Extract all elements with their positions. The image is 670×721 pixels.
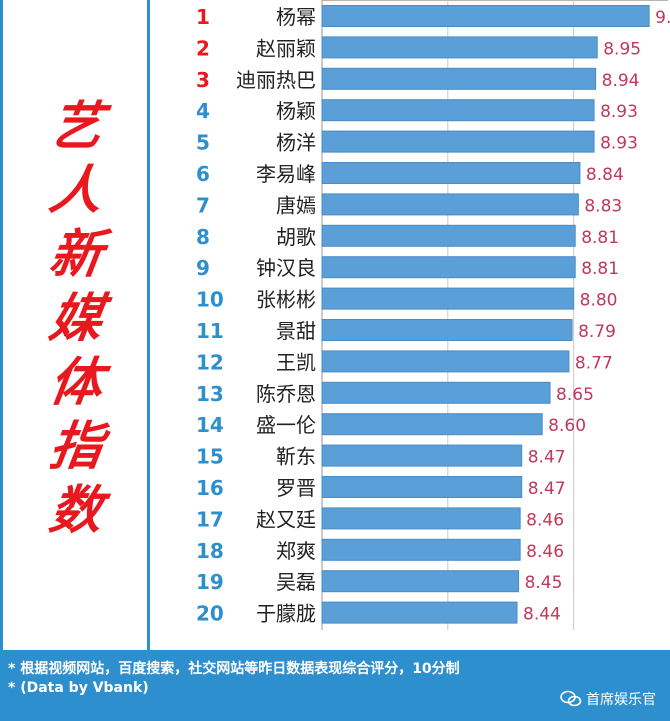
artist-name-label: 唐嫣	[276, 193, 316, 217]
artist-name-label: 吴磊	[276, 570, 316, 594]
score-bar	[321, 381, 551, 404]
watermark: 首席娱乐官	[560, 689, 656, 709]
artist-name-label: 杨幂	[276, 5, 316, 29]
artist-name-label: 罗晋	[276, 476, 316, 500]
side-title-char: 人	[45, 161, 107, 221]
score-bar	[321, 507, 521, 530]
rank-label: 3	[196, 68, 210, 92]
value-label: 8.93	[600, 102, 638, 122]
artist-name-label: 景甜	[276, 319, 316, 343]
rank-label: 18	[196, 539, 224, 563]
footer: * 根据视频网站，百度搜索，社交网站等昨日数据表现综合评分，10分制 * (Da…	[0, 650, 670, 721]
score-bar	[321, 538, 521, 561]
value-label: 8.45	[525, 573, 563, 593]
artist-name-label: 赵又廷	[256, 507, 316, 531]
score-bar	[321, 319, 573, 341]
side-title-char: 媒	[45, 289, 107, 349]
rank-label: 15	[196, 445, 224, 469]
score-bar	[321, 193, 579, 216]
score-bar	[321, 162, 581, 184]
side-title-panel: 艺人新媒体指数	[0, 0, 150, 650]
rank-label: 20	[196, 602, 224, 626]
score-bar	[321, 224, 576, 247]
artist-name-label: 郑爽	[276, 539, 316, 563]
score-bar	[321, 5, 650, 27]
rank-label: 17	[196, 507, 224, 531]
score-bar	[321, 570, 520, 593]
footer-credit: * (Data by Vbank)	[8, 680, 149, 696]
side-title-char: 新	[45, 225, 107, 285]
score-bar	[321, 67, 597, 90]
value-label: 8.65	[556, 385, 594, 405]
artist-name-label: 杨洋	[276, 131, 316, 155]
rank-label: 8	[196, 225, 210, 249]
side-title-char: 艺	[45, 97, 107, 157]
watermark-text: 首席娱乐官	[586, 692, 656, 708]
rank-label: 7	[196, 193, 210, 217]
score-bar	[321, 601, 518, 624]
value-label: 8.47	[528, 448, 566, 468]
artist-name-label: 李易峰	[256, 162, 316, 186]
value-label: 8.93	[600, 134, 638, 154]
score-bar	[321, 444, 523, 467]
value-label: 8.47	[528, 479, 566, 499]
artist-name-label: 盛一伦	[256, 413, 316, 437]
rank-label: 19	[196, 570, 224, 594]
rank-label: 9	[196, 256, 210, 280]
rank-label: 10	[196, 288, 224, 312]
footer-note: * 根据视频网站，百度搜索，社交网站等昨日数据表现综合评分，10分制	[8, 661, 460, 677]
wechat-icon	[560, 690, 582, 707]
value-label: 9.28	[655, 8, 670, 28]
value-label: 8.77	[575, 353, 613, 373]
value-label: 8.81	[581, 228, 619, 248]
score-bar	[321, 287, 575, 310]
score-bar	[321, 476, 523, 498]
rank-label: 14	[196, 413, 224, 437]
value-label: 8.81	[581, 259, 619, 279]
rank-label: 16	[196, 476, 224, 500]
value-label: 8.60	[548, 416, 586, 436]
rank-label: 5	[196, 131, 210, 155]
artist-name-label: 王凯	[276, 350, 316, 374]
rank-label: 13	[196, 382, 224, 406]
score-bar	[321, 130, 595, 153]
score-bar	[321, 256, 576, 279]
side-title-char: 指	[45, 417, 107, 477]
rank-label: 11	[196, 319, 224, 343]
rank-label: 4	[196, 99, 210, 123]
score-bar	[321, 413, 543, 436]
value-label: 8.79	[578, 322, 616, 342]
value-label: 8.94	[602, 71, 640, 91]
value-label: 8.83	[584, 196, 622, 216]
value-label: 8.80	[580, 291, 618, 311]
artist-name-label: 赵丽颖	[256, 36, 316, 60]
value-label: 8.46	[526, 510, 564, 530]
value-label: 8.95	[603, 39, 641, 59]
artist-name-label: 钟汉良	[256, 256, 316, 280]
rank-label: 1	[196, 5, 210, 29]
artist-name-label: 迪丽热巴	[236, 68, 316, 92]
artist-name-label: 胡歌	[276, 225, 316, 249]
score-bar	[321, 99, 595, 122]
artist-name-label: 于朦胧	[256, 602, 316, 626]
side-title: 艺人新媒体指数	[31, 95, 121, 543]
side-title-char: 体	[45, 353, 107, 413]
value-label: 8.44	[523, 605, 561, 625]
value-label: 8.46	[526, 542, 564, 562]
artist-name-label: 靳东	[276, 445, 316, 469]
score-bar	[321, 36, 598, 59]
side-title-char: 数	[45, 481, 107, 541]
value-label: 8.84	[586, 165, 624, 185]
rank-label: 12	[196, 350, 224, 374]
artist-name-label: 杨颖	[276, 99, 316, 123]
score-bar	[321, 350, 570, 373]
artist-name-label: 张彬彬	[256, 288, 316, 312]
rank-label: 6	[196, 162, 210, 186]
rank-label: 2	[196, 36, 210, 60]
artist-name-label: 陈乔恩	[256, 382, 316, 406]
ranking-bar-chart: 1 杨幂 9.28 2 赵丽颖 8.95 3 迪丽热巴 8.94 4 杨颖 8.93 5 杨洋 8.93 6 李…	[196, 0, 670, 630]
